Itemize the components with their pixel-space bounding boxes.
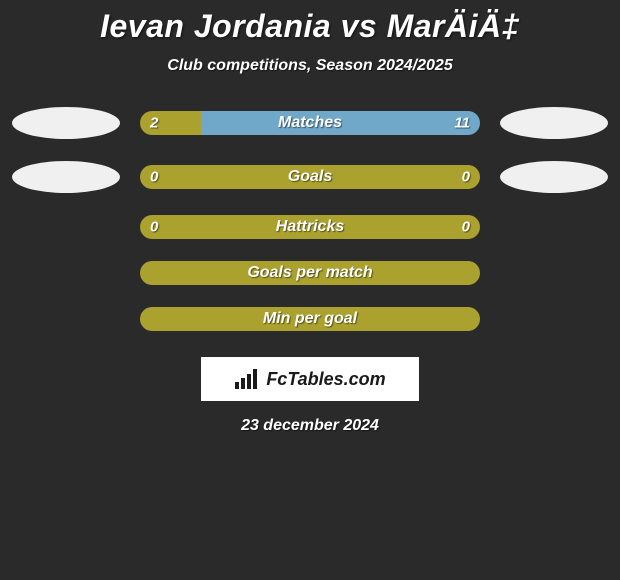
stat-row: Min per goal [0,307,620,331]
stat-value-right: 0 [462,169,470,186]
date-text: 23 december 2024 [0,417,620,435]
comparison-card: Ievan Jordania vs MarÄiÄ‡ Club competiti… [0,0,620,580]
stat-label: Matches [278,114,342,132]
logo-text: FcTables.com [266,369,385,390]
subtitle: Club competitions, Season 2024/2025 [0,57,620,75]
stat-bar: 2 11 Matches [140,111,480,135]
stat-value-right: 11 [454,115,470,132]
stat-row: 0 0 Hattricks [0,215,620,239]
stat-value-left: 2 [150,115,158,132]
stat-bar: Goals per match [140,261,480,285]
bars-icon [234,368,260,390]
stat-label: Hattricks [276,218,344,236]
stat-label: Goals [288,168,332,186]
page-title: Ievan Jordania vs MarÄiÄ‡ [0,0,620,45]
stat-value-left: 0 [150,219,158,236]
bar-fill-right [310,165,480,189]
stat-bar: 0 0 Hattricks [140,215,480,239]
stat-label: Min per goal [263,310,357,328]
stat-row: 2 11 Matches [0,107,620,139]
stat-row: 0 0 Goals [0,161,620,193]
player-oval-right [500,161,608,193]
stat-rows: 2 11 Matches 0 0 Goals 0 0 Hattricks Goals per ma… [0,107,620,331]
stat-value-left: 0 [150,169,158,186]
logo-inner: FcTables.com [234,368,385,390]
player-oval-right [500,107,608,139]
bar-fill-left [140,165,310,189]
stat-row: Goals per match [0,261,620,285]
stat-bar: Min per goal [140,307,480,331]
logo-badge: FcTables.com [201,357,419,401]
stat-label: Goals per match [247,264,372,282]
player-oval-left [12,107,120,139]
player-oval-left [12,161,120,193]
stat-value-right: 0 [462,219,470,236]
stat-bar: 0 0 Goals [140,165,480,189]
